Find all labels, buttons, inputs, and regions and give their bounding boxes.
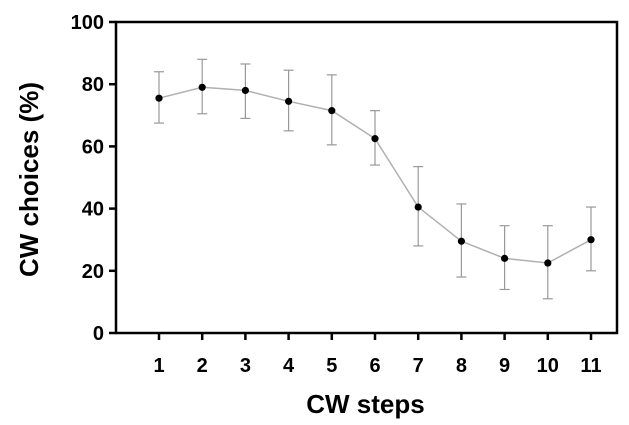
x-ticks: 1 2 3 4 5 6 7 8 9 10 11 — [153, 333, 602, 377]
x-tick-label: 1 — [153, 355, 164, 377]
y-tick-label: 0 — [93, 323, 104, 345]
data-point — [285, 97, 293, 105]
data-point — [457, 237, 465, 245]
y-tick-label: 80 — [82, 74, 104, 96]
axes — [114, 20, 619, 335]
x-axis-label: CW steps — [306, 389, 424, 419]
y-axis-label: CW choices (%) — [14, 82, 44, 277]
x-tick-label: 6 — [369, 355, 380, 377]
y-tick-label: 20 — [82, 261, 104, 283]
data-point — [155, 94, 163, 102]
data-point — [414, 203, 422, 211]
x-tick-label: 7 — [413, 355, 424, 377]
data-point — [198, 83, 206, 91]
data-point — [241, 86, 249, 95]
y-tick-label: 60 — [82, 136, 104, 158]
x-tick-label: 4 — [283, 355, 295, 377]
x-tick-label: 11 — [580, 355, 601, 377]
x-tick-label: 3 — [240, 355, 251, 377]
x-tick-label: 5 — [326, 355, 337, 377]
x-tick-label: 10 — [537, 355, 559, 377]
data-point — [371, 135, 379, 143]
x-tick-label: 9 — [499, 355, 510, 377]
y-tick-label: 40 — [82, 199, 104, 221]
data-point — [328, 107, 336, 115]
y-ticks: 0 20 40 60 80 100 — [71, 12, 116, 345]
data-point — [544, 259, 552, 267]
x-tick-label: 2 — [197, 355, 208, 377]
data-point — [501, 254, 509, 262]
plot-frame — [114, 20, 619, 335]
y-tick-label: 100 — [71, 12, 104, 34]
data-points — [155, 83, 595, 267]
data-point — [587, 236, 595, 244]
x-tick-label: 8 — [456, 355, 467, 377]
error-bars — [154, 58, 596, 300]
